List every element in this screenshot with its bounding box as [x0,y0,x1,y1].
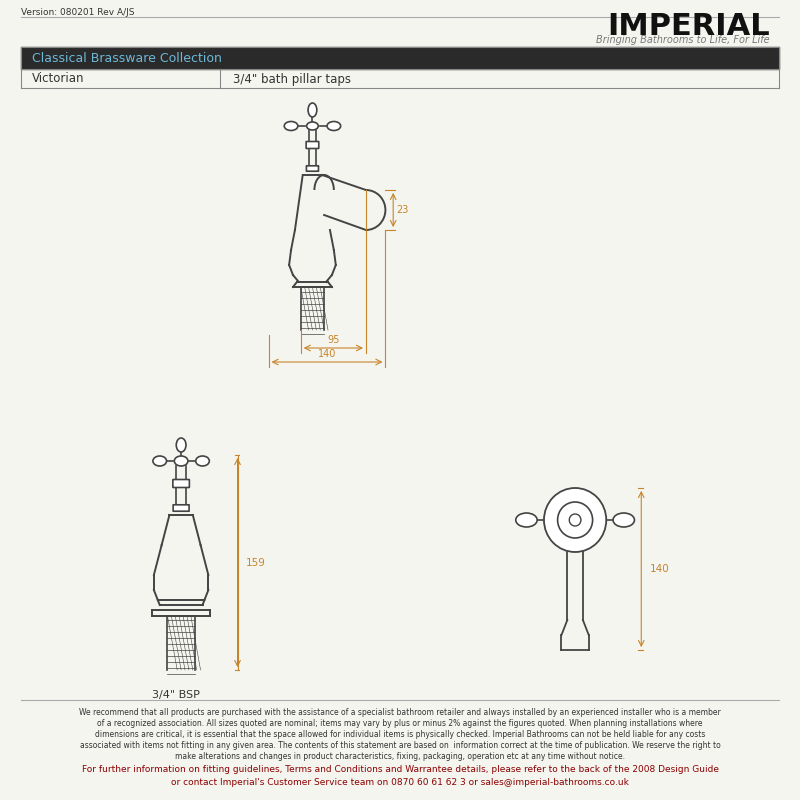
FancyBboxPatch shape [306,142,318,149]
Bar [21,47,779,69]
Text: or contact Imperial's Customer Service team on 0870 60 61 62 3 or sales@imperial: or contact Imperial's Customer Service t… [171,778,629,787]
Ellipse shape [308,103,317,117]
Text: Version: 080201 Rev A/JS: Version: 080201 Rev A/JS [21,8,134,17]
Ellipse shape [516,513,537,527]
Ellipse shape [196,456,210,466]
Circle shape [570,514,581,526]
Text: 140: 140 [650,564,670,574]
Circle shape [544,488,606,552]
Ellipse shape [327,122,341,130]
Text: of a recognized association. All sizes quoted are nominal; items may vary by plu: of a recognized association. All sizes q… [98,719,702,728]
Ellipse shape [174,456,188,466]
Text: 3/4" bath pillar taps: 3/4" bath pillar taps [233,73,350,86]
Text: 23: 23 [397,205,409,215]
Text: IMPERIAL: IMPERIAL [607,12,770,41]
Text: 3/4" BSP: 3/4" BSP [152,690,200,700]
FancyBboxPatch shape [306,166,318,171]
Text: associated with items not fitting in any given area. The contents of this statem: associated with items not fitting in any… [80,741,720,750]
Text: make alterations and changes in product characteristics, fixing, packaging, oper: make alterations and changes in product … [175,752,625,761]
Ellipse shape [176,438,186,452]
Text: 140: 140 [318,349,336,359]
Circle shape [558,502,593,538]
Ellipse shape [284,122,298,130]
Ellipse shape [153,456,166,466]
Text: Classical Brassware Collection: Classical Brassware Collection [32,51,222,65]
Ellipse shape [613,513,634,527]
Text: dimensions are critical, it is essential that the space allowed for individual i: dimensions are critical, it is essential… [95,730,705,739]
FancyBboxPatch shape [173,505,189,511]
Text: 95: 95 [327,335,339,345]
Text: Bringing Bathrooms to Life, For Life: Bringing Bathrooms to Life, For Life [596,35,770,45]
Text: We recommend that all products are purchased with the assistance of a specialist: We recommend that all products are purch… [79,708,721,717]
Text: 159: 159 [246,558,266,567]
FancyBboxPatch shape [173,479,190,487]
Text: For further information on fitting guidelines, Terms and Conditions and Warrante: For further information on fitting guide… [82,765,718,774]
Ellipse shape [306,122,318,130]
Text: Victorian: Victorian [32,73,85,86]
